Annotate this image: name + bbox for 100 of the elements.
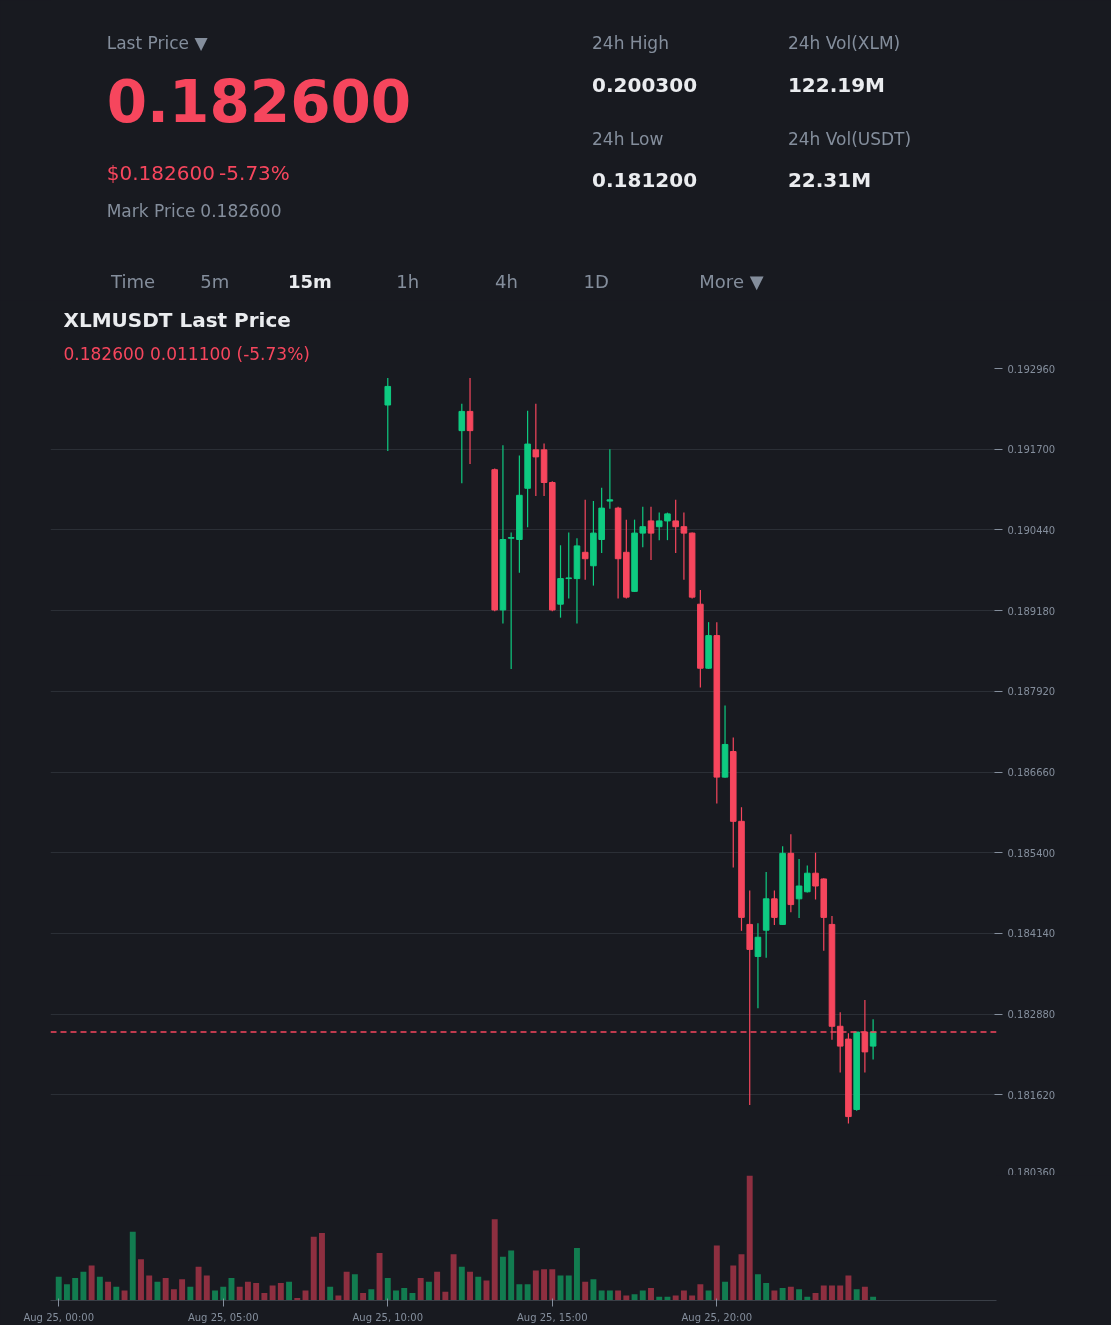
text: 0.182600	[200, 201, 282, 221]
chart-title: XLMUSDT Last Price	[63, 307, 291, 332]
bar	[401, 1288, 408, 1301]
bar	[746, 1175, 753, 1301]
bar	[319, 1233, 325, 1301]
bar	[286, 1281, 293, 1301]
bar	[458, 1266, 465, 1301]
bar	[467, 1271, 473, 1301]
text: 24h High	[592, 32, 669, 53]
bar	[55, 1276, 62, 1301]
bar	[96, 1276, 103, 1301]
bar	[820, 1285, 827, 1301]
bar	[393, 1290, 399, 1301]
bar	[730, 1265, 737, 1301]
bar	[771, 1290, 778, 1301]
text: 1h	[396, 271, 420, 292]
bar	[837, 1285, 844, 1301]
bar	[425, 1281, 432, 1301]
text: 24h Low	[592, 128, 664, 149]
text: 0.181200	[592, 167, 698, 192]
bar	[598, 1290, 605, 1301]
bar	[796, 1289, 803, 1301]
text: 15m	[288, 271, 332, 292]
y-tick-label: 0.191700	[1007, 444, 1056, 456]
x-tick-label: Aug 25, 00:00	[23, 1311, 95, 1323]
bar	[499, 1256, 506, 1301]
x-tick-label: Aug 25, 05:00	[187, 1311, 259, 1323]
text: -5.73%	[219, 160, 290, 185]
text: 24h Vol(USDT)	[787, 128, 912, 149]
bar	[146, 1275, 153, 1301]
bar	[212, 1290, 218, 1301]
bar	[680, 1290, 687, 1301]
bar	[787, 1286, 794, 1301]
bar	[705, 1290, 712, 1301]
bar	[277, 1283, 284, 1301]
bar	[853, 1289, 860, 1301]
bar	[763, 1283, 770, 1301]
bar	[648, 1288, 654, 1301]
bar	[713, 1245, 720, 1301]
text: 0.182600	[106, 68, 412, 136]
bar	[261, 1293, 268, 1301]
y-tick-label: 0.182880	[1007, 1009, 1056, 1021]
y-tick-label: 0.189180	[1007, 605, 1056, 617]
bar	[524, 1284, 531, 1301]
bar	[154, 1281, 161, 1301]
text: $0.182600	[106, 160, 215, 185]
bar	[516, 1284, 523, 1301]
bar	[203, 1275, 210, 1301]
bar	[129, 1231, 136, 1301]
bar	[549, 1269, 556, 1301]
bar	[491, 1219, 498, 1301]
y-tick-label: 0.184140	[1007, 928, 1056, 940]
bar	[269, 1285, 276, 1301]
bar	[162, 1278, 169, 1301]
bar	[722, 1281, 728, 1301]
bar	[384, 1278, 391, 1301]
y-tick-label: 0.180360	[1007, 1166, 1056, 1178]
bar	[631, 1294, 638, 1301]
y-tick-label: 0.186660	[1007, 767, 1056, 778]
bar	[220, 1286, 227, 1301]
bar	[541, 1269, 548, 1301]
bar	[343, 1271, 350, 1301]
text: More ▼	[699, 271, 764, 292]
bar	[615, 1290, 622, 1301]
text: Last Price ▼	[106, 32, 209, 53]
text: 1D	[583, 271, 609, 292]
bar	[351, 1274, 358, 1301]
bar	[697, 1284, 704, 1301]
bar	[360, 1293, 367, 1301]
bar	[590, 1279, 597, 1301]
y-tick-label: 0.181620	[1007, 1089, 1056, 1101]
text: 0.200300	[592, 72, 698, 97]
bar	[88, 1265, 95, 1301]
text: Mark Price	[106, 200, 196, 221]
bar	[236, 1286, 243, 1301]
text: 24h Vol(XLM)	[787, 32, 901, 53]
y-tick-label: 0.187920	[1007, 686, 1056, 698]
bar	[187, 1286, 194, 1301]
chart-subtitle: 0.182600 0.011100 (-5.73%)	[63, 343, 310, 364]
text: 4h	[494, 271, 518, 292]
bar	[565, 1275, 572, 1301]
bar	[376, 1253, 383, 1301]
bar	[244, 1281, 251, 1301]
bar	[442, 1291, 449, 1301]
bar	[72, 1278, 79, 1301]
bar	[829, 1285, 835, 1301]
text: 122.19M	[787, 72, 885, 97]
bar	[450, 1254, 457, 1301]
bar	[113, 1286, 120, 1301]
bar	[508, 1250, 515, 1301]
x-tick-label: Aug 25, 10:00	[352, 1311, 424, 1323]
bar	[861, 1286, 868, 1301]
bar	[105, 1281, 112, 1301]
text: 22.31M	[787, 167, 872, 192]
bar	[845, 1275, 852, 1301]
bar	[195, 1266, 202, 1301]
bar	[170, 1289, 177, 1301]
bar	[63, 1284, 70, 1301]
y-tick-label: 0.185400	[1007, 847, 1056, 859]
bar	[409, 1293, 416, 1301]
